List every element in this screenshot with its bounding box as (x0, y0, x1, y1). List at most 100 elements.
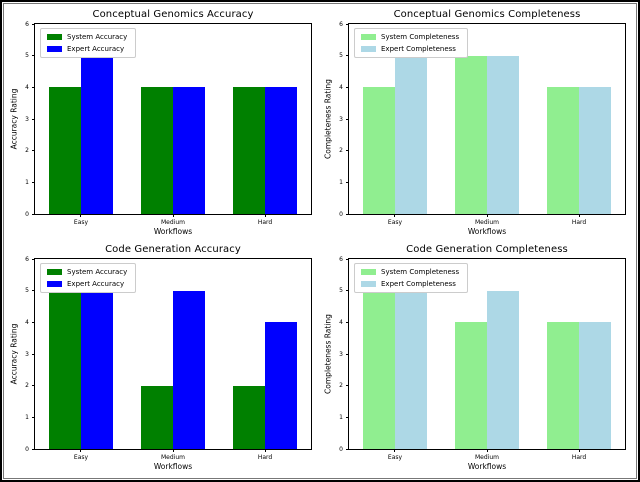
y-tick-mark (32, 290, 35, 292)
legend-swatch (47, 34, 62, 40)
y-tick-label: 3 (339, 350, 343, 358)
bar-system-completeness-medium (454, 322, 487, 449)
x-tick-mark (80, 214, 82, 217)
y-tick-label: 6 (339, 20, 343, 28)
y-tick-label: 4 (339, 83, 343, 91)
bar-expert-accuracy-medium (173, 290, 206, 449)
y-tick-mark (32, 258, 35, 260)
legend-entry: Expert Completeness (361, 280, 459, 288)
legend-swatch (361, 269, 376, 275)
y-tick-label: 5 (25, 52, 29, 60)
y-tick-mark (32, 118, 35, 120)
x-axis-label: Workflows (467, 462, 507, 471)
y-tick-mark (32, 181, 35, 183)
plot-area: Accuracy Rating Workflows 0 1 2 3 4 5 6 Easy Mediu… (10, 21, 312, 236)
plot-area: Completeness Rating Workflows 0 1 2 3 4 5 6 Easy M… (324, 256, 626, 471)
y-tick-mark (346, 150, 349, 152)
y-tick-label: 6 (25, 255, 29, 263)
bar-system-completeness-hard (546, 87, 579, 214)
legend-label: Expert Accuracy (67, 45, 125, 53)
bar-system-completeness-medium (454, 55, 487, 214)
bar-expert-accuracy-hard (265, 322, 298, 449)
x-tick-mark (394, 214, 396, 217)
y-tick-mark (346, 258, 349, 260)
x-tick-mark (80, 449, 82, 452)
y-tick-label: 0 (25, 210, 29, 218)
bar-system-accuracy-hard (232, 87, 265, 214)
y-tick-mark (346, 290, 349, 292)
y-tick-mark (32, 448, 35, 450)
y-tick-label: 2 (25, 382, 29, 390)
bar-expert-completeness-easy (395, 55, 428, 214)
x-tick-label: Easy (387, 219, 403, 226)
x-tick-label: Medium (161, 219, 185, 226)
legend-entry: System Accuracy (47, 33, 127, 41)
chart-title: Conceptual Genomics Accuracy (92, 9, 254, 20)
legend-label: Expert Accuracy (67, 280, 125, 288)
x-tick-mark (394, 449, 396, 452)
y-tick-mark (346, 55, 349, 57)
x-tick-mark (172, 214, 174, 217)
legend-swatch (361, 281, 376, 287)
y-tick-mark (346, 213, 349, 215)
y-tick-label: 0 (339, 210, 343, 218)
y-tick-mark (32, 353, 35, 355)
legend-label: System Accuracy (67, 268, 128, 276)
y-tick-label: 0 (25, 445, 29, 453)
y-tick-mark (346, 353, 349, 355)
x-tick-mark (486, 214, 488, 217)
bar-expert-accuracy-hard (265, 87, 298, 214)
y-tick-label: 3 (25, 115, 29, 123)
plot-area: Completeness Rating Workflows 0 1 2 3 4 5 6 Easy M… (324, 21, 626, 236)
legend: System Accuracy Expert Accuracy (40, 263, 137, 293)
y-tick-mark (32, 385, 35, 387)
x-axis-label: Workflows (153, 462, 193, 471)
x-tick-label: Medium (475, 454, 499, 461)
legend-swatch (361, 34, 376, 40)
y-tick-mark (346, 385, 349, 387)
legend-label: System Completeness (381, 33, 460, 41)
bar-expert-completeness-medium (487, 290, 520, 449)
y-tick-label: 5 (25, 287, 29, 295)
y-tick-label: 5 (339, 52, 343, 60)
x-tick-label: Easy (73, 219, 89, 226)
chart-panel: Code Generation Completeness Completeness… (320, 241, 634, 476)
bar-expert-accuracy-medium (173, 87, 206, 214)
y-tick-mark (346, 448, 349, 450)
legend-swatch (47, 281, 62, 287)
y-tick-label: 1 (25, 413, 29, 421)
legend-swatch (47, 269, 62, 275)
subplot-grid: Conceptual Genomics Accuracy Accuracy Rat… (6, 6, 634, 476)
y-tick-label: 5 (339, 287, 343, 295)
legend-label: System Accuracy (67, 33, 128, 41)
bar-expert-completeness-hard (579, 322, 612, 449)
y-tick-mark (346, 118, 349, 120)
y-tick-label: 0 (339, 445, 343, 453)
y-tick-label: 4 (25, 83, 29, 91)
y-tick-label: 1 (339, 178, 343, 186)
y-tick-mark (346, 86, 349, 88)
legend-entry: System Completeness (361, 268, 459, 276)
legend-entry: System Accuracy (47, 268, 127, 276)
y-tick-label: 3 (25, 350, 29, 358)
bar-system-completeness-easy (362, 290, 395, 449)
x-tick-label: Easy (387, 454, 403, 461)
legend: System Completeness Expert Completeness (354, 263, 469, 293)
chart-panel: Conceptual Genomics Completeness Complete… (320, 6, 634, 241)
x-tick-mark (264, 449, 266, 452)
bar-expert-completeness-hard (579, 87, 612, 214)
x-tick-label: Hard (571, 454, 587, 461)
y-tick-mark (32, 213, 35, 215)
chart-title: Conceptual Genomics Completeness (393, 9, 581, 20)
x-tick-mark (486, 449, 488, 452)
legend: System Completeness Expert Completeness (354, 28, 469, 58)
legend-swatch (361, 46, 376, 52)
y-tick-label: 3 (339, 115, 343, 123)
x-tick-mark (172, 449, 174, 452)
legend-label: Expert Completeness (381, 280, 456, 288)
y-tick-label: 2 (339, 147, 343, 155)
y-tick-mark (32, 416, 35, 418)
plot-area: Accuracy Rating Workflows 0 1 2 3 4 5 6 Easy Mediu… (10, 256, 312, 471)
legend-swatch (47, 46, 62, 52)
legend-entry: Expert Completeness (361, 45, 459, 53)
